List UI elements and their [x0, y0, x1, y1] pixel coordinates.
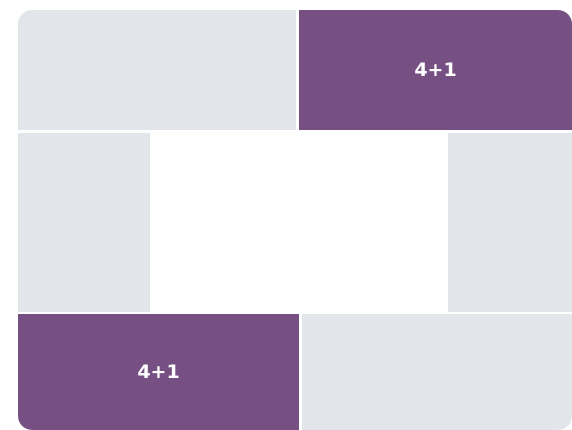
gray-tile: [448, 133, 572, 312]
gray-tile: [302, 314, 572, 430]
layout-frame: 4+1 4+1: [18, 10, 572, 430]
purple-tile: 4+1: [299, 10, 572, 130]
gray-tile: [18, 133, 150, 312]
purple-tile: 4+1: [18, 314, 299, 430]
tile-label: 4+1: [137, 361, 180, 383]
tile-label: 4+1: [414, 59, 457, 81]
gray-tile: [18, 10, 296, 130]
